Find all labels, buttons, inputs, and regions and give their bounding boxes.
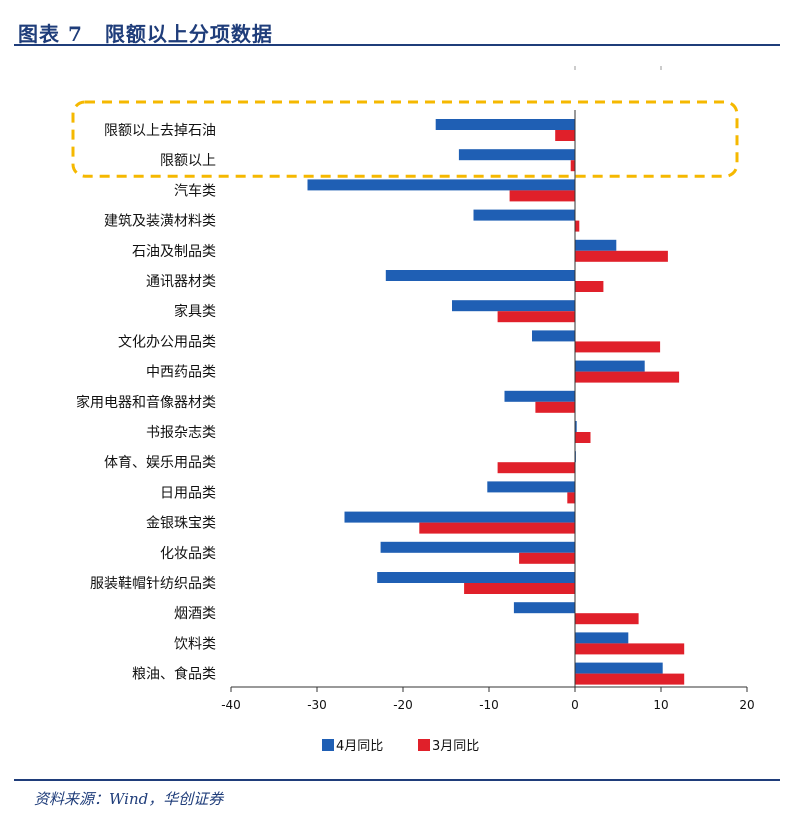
bar-march-12 <box>567 492 575 504</box>
bar-march-9 <box>535 401 575 413</box>
bar-april-13 <box>344 511 575 523</box>
bar-april-14 <box>380 541 575 553</box>
bar-april-10 <box>575 421 577 432</box>
bar-march-2 <box>509 190 575 202</box>
bar-april-7 <box>532 330 575 342</box>
bar-march-16 <box>575 613 639 625</box>
category-label: 饮料类 <box>174 636 216 652</box>
category-label: 石油及制品类 <box>132 244 216 260</box>
x-tick-label: 10 <box>653 698 668 712</box>
category-labels-layer: 限额以上去掉石油限额以上汽车类建筑及装潢材料类石油及制品类通讯器材类家具类文化办… <box>76 123 216 683</box>
legend-swatch-0 <box>322 739 334 751</box>
bar-april-12 <box>487 481 575 493</box>
bar-march-13 <box>419 522 575 534</box>
footer-divider <box>14 779 780 781</box>
x-tick-label: -30 <box>307 698 327 712</box>
legend-swatch-1 <box>418 739 430 751</box>
axis-layer: -40 -30 -20 -10 0 10 20 <box>221 66 755 712</box>
bar-march-1 <box>570 160 575 172</box>
category-label: 家用电器和音像器材类 <box>76 394 216 411</box>
bar-april-15 <box>377 572 575 583</box>
source-note: 资料来源：Wind，华创证券 <box>34 790 224 808</box>
highlight-box <box>71 100 739 178</box>
bar-march-17 <box>575 643 685 655</box>
bar-april-5 <box>385 270 575 281</box>
category-label: 中西药品类 <box>146 365 216 381</box>
category-label: 日用品类 <box>160 485 216 501</box>
bar-march-10 <box>575 432 591 443</box>
bar-april-4 <box>575 239 617 251</box>
category-label: 服装鞋帽针纺织品类 <box>90 576 216 592</box>
category-label: 汽车类 <box>174 182 216 199</box>
category-label: 通讯器材类 <box>146 274 216 290</box>
bar-april-1 <box>458 149 575 161</box>
bar-april-2 <box>307 179 575 191</box>
bar-april-16 <box>513 602 575 614</box>
bar-march-5 <box>575 281 604 292</box>
x-tick-label: -20 <box>393 698 413 712</box>
category-label: 限额以上 <box>160 153 216 169</box>
category-label: 建筑及装潢材料类 <box>104 214 216 230</box>
category-label: 书报杂志类 <box>146 425 216 441</box>
category-label: 文化办公用品类 <box>118 334 216 350</box>
bar-march-7 <box>575 341 661 353</box>
highlight-layer <box>71 100 739 178</box>
category-label: 烟酒类 <box>174 606 216 622</box>
legend: 4月同比 3月同比 <box>322 739 479 754</box>
category-label: 化妆品类 <box>160 546 216 562</box>
x-tick-label: -10 <box>479 698 499 712</box>
figure-title: 图表 7 限额以上分项数据 <box>18 18 273 47</box>
bar-march-6 <box>497 311 575 323</box>
bar-april-8 <box>575 360 645 372</box>
category-label: 金银珠宝类 <box>146 516 216 532</box>
bar-april-0 <box>435 119 575 130</box>
bar-april-6 <box>452 300 575 312</box>
bar-april-17 <box>575 632 629 644</box>
legend-label-1: 3月同比 <box>432 739 479 754</box>
figure-title-text: 限额以上分项数据 <box>104 22 273 46</box>
x-tick-label: 20 <box>739 698 754 712</box>
bar-march-8 <box>575 371 680 383</box>
bar-march-0 <box>555 130 575 141</box>
bar-april-9 <box>504 390 575 402</box>
bar-march-14 <box>519 552 575 564</box>
bar-march-18 <box>575 673 685 685</box>
bar-march-3 <box>575 220 580 232</box>
figure-number: 图表 7 <box>18 22 83 46</box>
x-tick-label: -40 <box>221 698 241 712</box>
bar-april-3 <box>473 209 575 221</box>
bar-march-11 <box>497 462 575 474</box>
figure-header: 图表 7 限额以上分项数据 <box>14 12 780 46</box>
category-label: 家具类 <box>174 303 216 320</box>
x-tick-label: 0 <box>571 698 579 712</box>
bar-april-18 <box>575 662 663 674</box>
category-label: 粮油、食品类 <box>132 666 216 683</box>
bars-layer <box>307 119 685 685</box>
bar-march-4 <box>575 250 668 262</box>
category-label: 体育、娱乐用品类 <box>104 455 216 471</box>
bar-march-15 <box>464 583 575 594</box>
legend-label-0: 4月同比 <box>336 739 383 754</box>
category-label: 限额以上去掉石油 <box>104 123 216 139</box>
